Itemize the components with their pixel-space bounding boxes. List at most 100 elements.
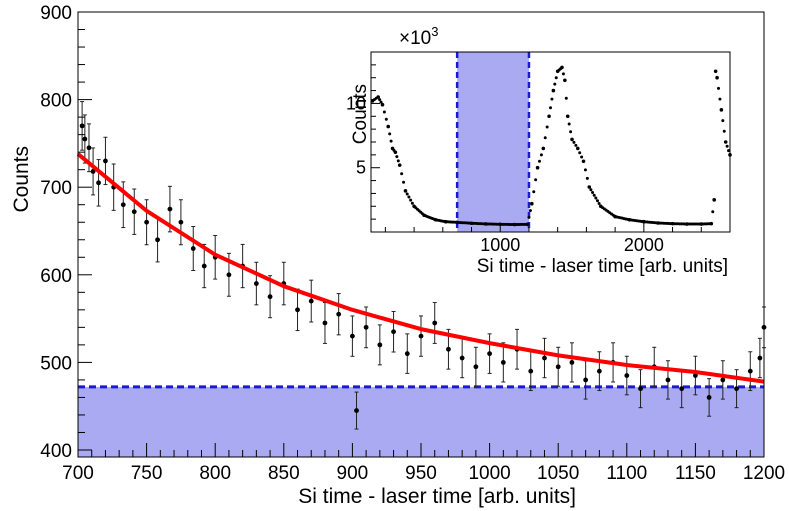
data-point bbox=[267, 275, 273, 319]
inset-data-marker bbox=[409, 198, 413, 202]
data-point bbox=[473, 346, 479, 387]
x-tick-label: 900 bbox=[337, 463, 369, 484]
data-point bbox=[757, 337, 763, 379]
inset-data-marker bbox=[543, 136, 547, 140]
inset-data-marker bbox=[395, 155, 399, 159]
inset-data-marker bbox=[717, 86, 721, 90]
data-marker bbox=[583, 377, 589, 383]
inset-data-marker bbox=[407, 195, 411, 199]
inset-data-marker bbox=[585, 176, 589, 180]
data-point bbox=[90, 147, 96, 196]
inset-data-marker bbox=[565, 114, 570, 119]
x-tick-label: 1150 bbox=[675, 463, 716, 484]
inset-data-marker bbox=[567, 122, 571, 126]
data-marker bbox=[226, 272, 232, 278]
data-point bbox=[404, 333, 410, 374]
data-marker bbox=[432, 320, 438, 326]
data-point bbox=[201, 243, 207, 289]
data-point bbox=[391, 310, 396, 353]
x-tick-label: 1200 bbox=[743, 463, 785, 484]
inset-data-marker bbox=[386, 124, 391, 129]
data-marker bbox=[336, 311, 342, 317]
x-tick-label: 700 bbox=[62, 463, 94, 484]
inset-x-axis-label: Si time - laser time [arb. units] bbox=[477, 256, 728, 277]
inset-data-marker bbox=[534, 178, 538, 182]
inset-y-tick-label: 5 bbox=[356, 158, 366, 178]
inset-data-marker bbox=[380, 102, 385, 107]
inset-data-marker bbox=[727, 149, 731, 153]
data-marker bbox=[253, 281, 259, 286]
inset-data-marker bbox=[722, 129, 726, 133]
inset-data-marker bbox=[560, 65, 564, 70]
inset-y-tick-label: 10 bbox=[346, 93, 366, 113]
data-point bbox=[190, 226, 196, 272]
data-point bbox=[624, 355, 630, 396]
data-marker bbox=[720, 377, 726, 383]
data-marker bbox=[178, 219, 184, 225]
inset-data-marker bbox=[570, 137, 574, 142]
inset-data-marker bbox=[580, 155, 584, 159]
data-marker bbox=[500, 359, 506, 365]
data-point bbox=[253, 261, 259, 306]
data-marker bbox=[757, 355, 763, 361]
inset-x-axis: 1000 2000 bbox=[384, 223, 731, 255]
data-marker bbox=[555, 364, 561, 370]
inset-data-marker bbox=[396, 159, 400, 163]
data-points-group bbox=[79, 101, 767, 430]
x-tick-label: 1000 bbox=[468, 463, 510, 484]
data-marker bbox=[167, 206, 173, 212]
data-marker bbox=[295, 307, 300, 313]
inset-data-marker bbox=[589, 188, 593, 192]
inset-data-marker bbox=[715, 75, 719, 80]
data-marker bbox=[354, 408, 359, 413]
inset-data-marker bbox=[595, 199, 599, 203]
data-marker bbox=[459, 355, 465, 361]
data-point bbox=[79, 101, 85, 151]
data-marker bbox=[201, 263, 207, 269]
data-point bbox=[354, 391, 359, 430]
data-marker bbox=[322, 320, 328, 326]
inset-data-marker bbox=[384, 117, 388, 121]
data-point bbox=[377, 324, 383, 366]
inset-data-marker bbox=[547, 114, 551, 119]
inset-highlight-region bbox=[457, 52, 529, 232]
inset-data-marker bbox=[402, 180, 406, 184]
data-marker bbox=[267, 294, 273, 300]
inset-data-marker bbox=[563, 78, 567, 83]
y-tick-label: 600 bbox=[40, 266, 72, 287]
inset-data-marker bbox=[389, 139, 393, 143]
inset-data-marker bbox=[541, 146, 546, 151]
data-point bbox=[418, 315, 424, 357]
data-point bbox=[144, 199, 150, 246]
data-marker bbox=[446, 346, 451, 352]
inset-data-marker bbox=[554, 76, 558, 80]
inset-data-marker bbox=[378, 98, 382, 102]
x-tick-label: 950 bbox=[405, 463, 437, 484]
inset-data-marker bbox=[723, 140, 728, 144]
inset-data-marker bbox=[712, 198, 717, 202]
main-x-axis-label: Si time - laser time [arb. units] bbox=[298, 485, 576, 508]
inset-data-marker bbox=[528, 209, 532, 213]
inset-data-marker bbox=[575, 146, 580, 151]
y-tick-label: 500 bbox=[40, 353, 72, 374]
data-marker bbox=[404, 351, 410, 357]
data-marker bbox=[155, 237, 160, 243]
inset-data-marker bbox=[719, 108, 724, 112]
inset-background bbox=[371, 52, 730, 232]
data-point bbox=[96, 159, 101, 207]
data-point bbox=[350, 315, 355, 357]
inset-x-tick-label: 1000 bbox=[480, 235, 520, 255]
data-marker bbox=[190, 246, 196, 251]
data-point bbox=[155, 217, 160, 263]
inset-data-marker bbox=[525, 222, 530, 227]
inset-data-marker bbox=[587, 185, 592, 189]
data-point bbox=[747, 351, 753, 392]
data-point bbox=[336, 293, 342, 336]
inset-data-marker bbox=[561, 72, 565, 76]
y-tick-label: 700 bbox=[40, 178, 72, 199]
data-marker bbox=[418, 333, 424, 339]
data-point bbox=[596, 351, 602, 392]
data-marker bbox=[82, 136, 88, 142]
inset-y-multiplier: ×103 bbox=[399, 24, 438, 49]
x-tick-label: 850 bbox=[268, 463, 300, 484]
